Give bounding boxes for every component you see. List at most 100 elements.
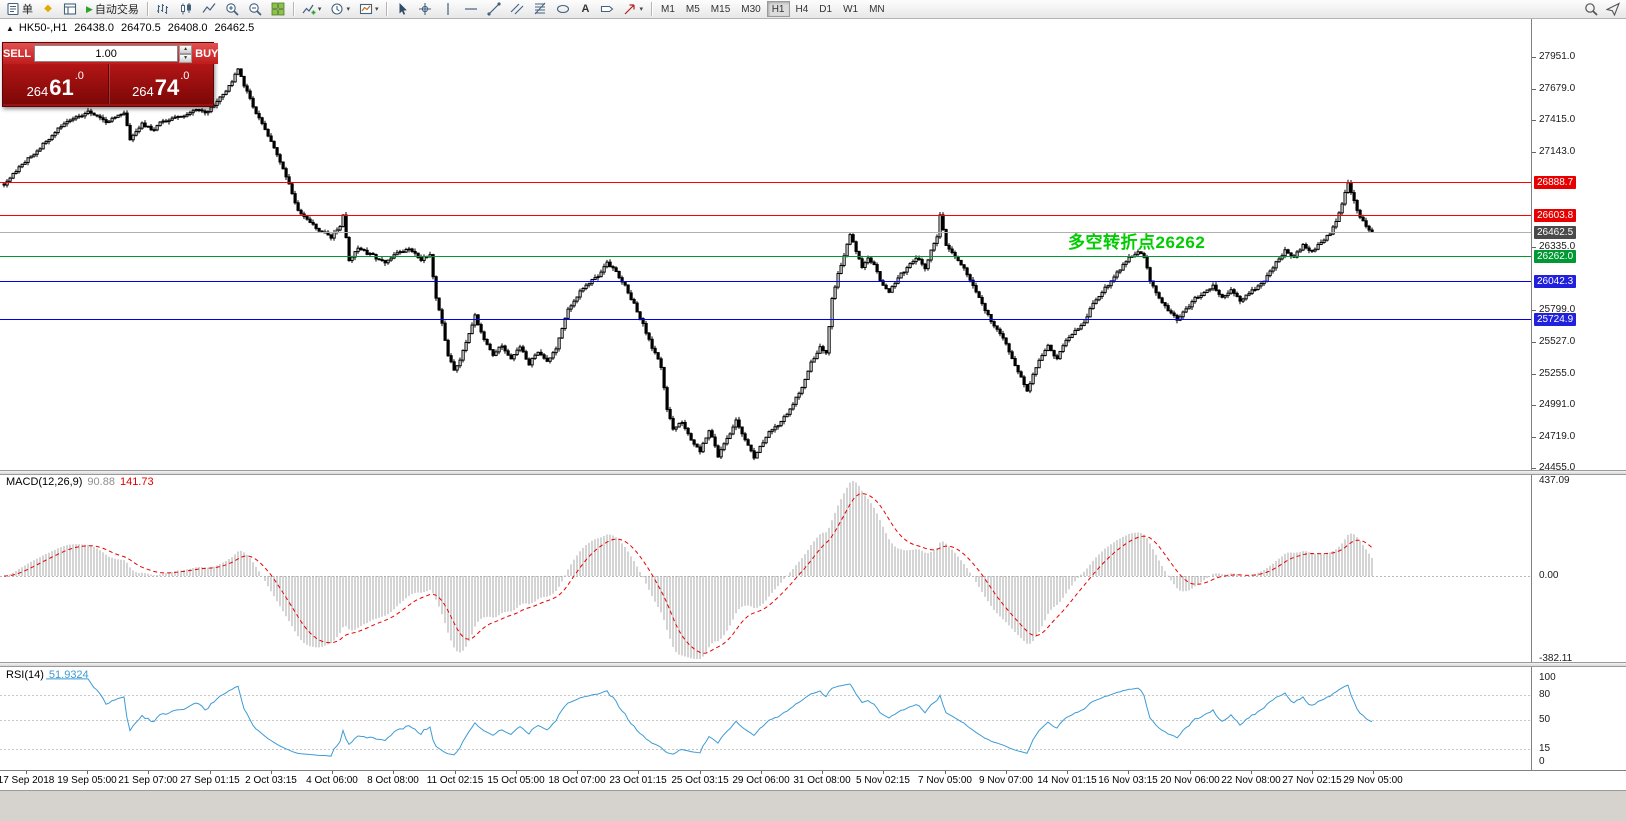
time-axis-label: 9 Nov 07:00 (979, 775, 1033, 786)
panel-splitter[interactable] (0, 470, 1626, 475)
line-chart-mode-button[interactable] (198, 1, 220, 18)
axis-tick-mark (1532, 120, 1536, 121)
crosshair-icon (419, 3, 432, 15)
rsi-axis-label: 50 (1539, 714, 1551, 725)
time-tick-mark (761, 771, 762, 774)
templates-button[interactable]: ▾ (355, 1, 383, 18)
time-axis[interactable]: 17 Sep 2018 19 Sep 05:00 21 Sep 07:00 27 Se… (0, 770, 1626, 790)
lot-decrease-button[interactable]: ▼ (179, 53, 193, 63)
indicators-button[interactable]: ▾ (298, 1, 326, 18)
autotrade-button[interactable]: ▶ 自动交易 (82, 1, 143, 18)
crosshair-tool-button[interactable] (414, 1, 436, 18)
buy-button[interactable]: 264 74.0 (109, 64, 214, 104)
buy-price-frac: .0 (180, 70, 190, 82)
panel-splitter[interactable] (0, 662, 1626, 667)
ohlc-low: 26408.0 (167, 22, 208, 34)
price-axis-tick: 24455.0 (1539, 462, 1576, 473)
sell-button[interactable]: 264 61.0 (3, 64, 108, 104)
rsi-axis-label: 80 (1539, 689, 1551, 700)
time-tick-mark (1190, 771, 1191, 774)
time-tick-mark (516, 771, 517, 774)
axis-tick-mark (1532, 468, 1536, 469)
price-level-badge: 26042.3 (1534, 275, 1577, 288)
shapes-tool-button[interactable] (552, 1, 574, 18)
macd-main-value: 90.88 (87, 476, 115, 488)
price-level-badge: 26888.7 (1534, 176, 1577, 189)
search-button[interactable] (1580, 1, 1602, 18)
ellipse-shape-icon (557, 4, 570, 14)
time-tick-mark (1251, 771, 1252, 774)
lot-size-field: ▲ ▼ (31, 43, 196, 64)
chart-info-line: ▲ HK50-,H1 26438.0 26470.5 26408.0 26462.5 (6, 22, 261, 34)
time-axis-label: 20 Nov 06:00 (1160, 775, 1220, 786)
price-level-badge: 26462.5 (1534, 226, 1577, 239)
timeframe-m30[interactable]: M30 (736, 1, 765, 17)
channel-tool-button[interactable] (506, 1, 528, 18)
time-tick-mark (1312, 771, 1313, 774)
arrows-tool-button[interactable]: ▾ (619, 1, 647, 18)
macd-label: MACD(12,26,9) 90.88 141.73 (6, 476, 154, 488)
tile-windows-button[interactable] (267, 1, 289, 18)
time-axis-label: 16 Nov 03:15 (1098, 775, 1158, 786)
axis-tick-mark (1532, 405, 1536, 406)
paper-plane-icon (1606, 2, 1620, 16)
bar-chart-mode-button[interactable] (152, 1, 174, 18)
timeframe-h1[interactable]: H1 (766, 1, 790, 17)
time-axis-label: 17 Sep 2018 (0, 775, 55, 786)
timeframe-m5[interactable]: M5 (681, 1, 705, 17)
ohlc-open: 26438.0 (74, 22, 114, 34)
candlestick-mode-button[interactable] (175, 1, 197, 18)
time-tick-mark (700, 771, 701, 774)
timeframe-d1[interactable]: D1 (814, 1, 837, 17)
timeframe-w1[interactable]: W1 (838, 1, 863, 17)
toolbar-separator (292, 2, 294, 16)
trade-panel-toggle-icon[interactable]: ▲ (6, 24, 14, 33)
text-tool-button[interactable]: A (575, 1, 595, 18)
time-tick-mark (87, 771, 88, 774)
templates-icon (359, 3, 373, 15)
timeframe-m15[interactable]: M15 (706, 1, 735, 17)
timeframe-m1[interactable]: M1 (656, 1, 680, 17)
macd-name: MACD(12,26,9) (6, 476, 83, 488)
time-tick-mark (1006, 771, 1007, 774)
status-bar (0, 790, 1626, 821)
line-chart-icon (202, 3, 216, 13)
lot-increase-button[interactable]: ▲ (179, 44, 193, 54)
chart-annotation-text[interactable]: 多空转折点26262 (1068, 233, 1206, 252)
toolbar-separator (146, 2, 148, 16)
sell-price-frac: .0 (74, 70, 84, 82)
new-order-button[interactable]: 单 (2, 1, 37, 18)
send-button[interactable] (1602, 1, 1624, 18)
vertical-line-tool-button[interactable] (437, 1, 459, 18)
macd-signal-value: 141.73 (119, 476, 154, 488)
time-axis-label: 23 Oct 01:15 (609, 775, 667, 786)
periods-button[interactable]: ▾ (326, 1, 354, 18)
macd-axis-label: 0.00 (1539, 570, 1559, 581)
chart-canvas[interactable] (0, 19, 1531, 770)
text-label-tool-button[interactable] (596, 1, 618, 18)
price-level-badge: 26603.8 (1534, 209, 1577, 222)
price-axis[interactable]: 27951.0 27679.0 27415.0 27143.0 26335.0 25799… (1531, 19, 1626, 770)
cursor-tool-button[interactable] (391, 1, 413, 18)
lot-size-input[interactable] (34, 45, 179, 62)
time-tick-mark (332, 771, 333, 774)
timeframe-group: M1 M5 M15 M30 H1 H4 D1 W1 MN (656, 1, 890, 17)
market-watch-button[interactable]: ◆ (38, 1, 58, 18)
sell-price: 264 (26, 83, 49, 99)
fibonacci-tool-button[interactable] (529, 1, 551, 18)
price-axis-tick: 24991.0 (1539, 399, 1576, 410)
time-tick-mark (271, 771, 272, 774)
trendline-tool-button[interactable] (483, 1, 505, 18)
time-tick-mark (455, 771, 456, 774)
horizontal-line-tool-button[interactable] (460, 1, 482, 18)
time-axis-label: 31 Oct 08:00 (793, 775, 851, 786)
timeframe-h4[interactable]: H4 (791, 1, 814, 17)
zoom-out-button[interactable] (244, 1, 266, 18)
timeframe-mn[interactable]: MN (864, 1, 890, 17)
zoom-in-button[interactable] (221, 1, 243, 18)
sell-label: SELL (3, 43, 32, 64)
navigator-button[interactable] (59, 1, 81, 18)
axis-tick-mark (1532, 342, 1536, 343)
rsi-axis-label: 100 (1539, 672, 1556, 683)
